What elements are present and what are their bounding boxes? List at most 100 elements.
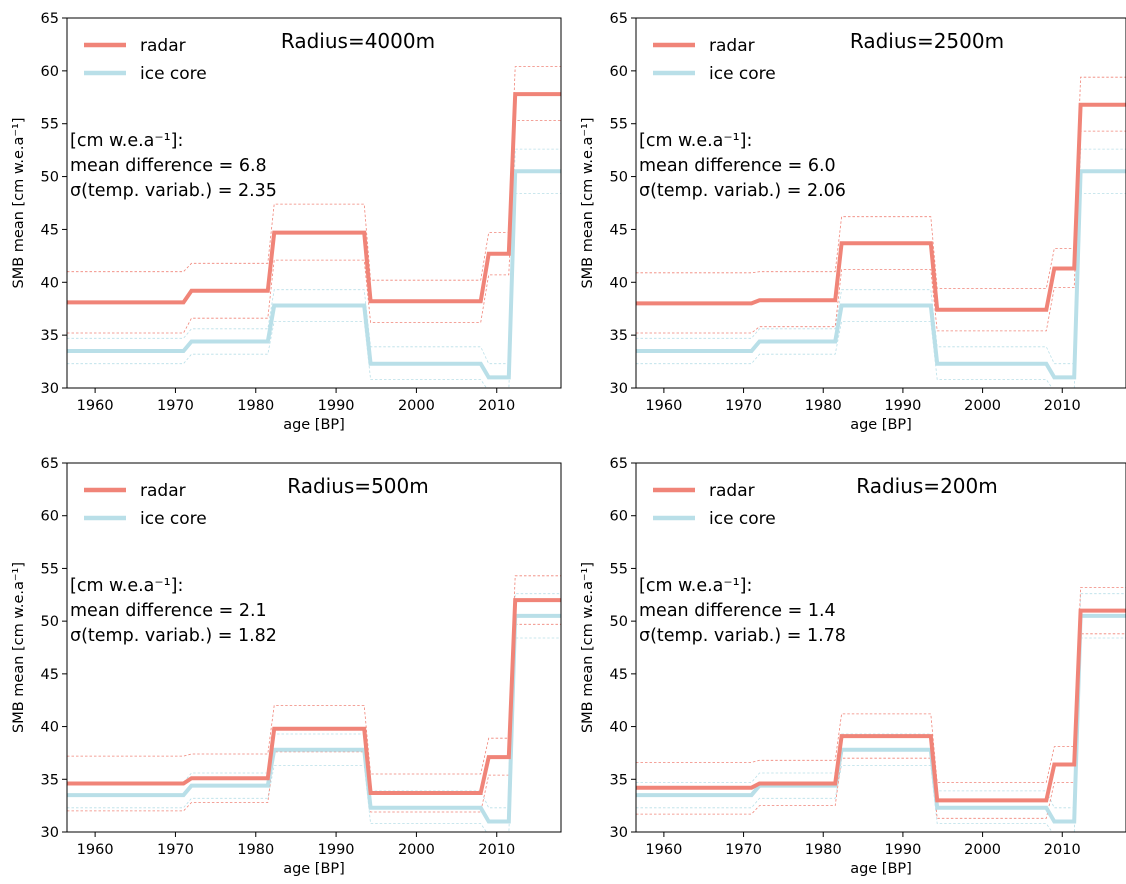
x-tick-label: 1970 [725, 842, 762, 858]
y-tick-label: 35 [41, 772, 59, 788]
y-tick-label: 40 [41, 275, 59, 291]
x-tick-label: 1990 [318, 398, 355, 414]
stats-line-3: σ(temp. variab.) = 1.78 [639, 626, 846, 646]
x-tick-label: 2010 [478, 398, 515, 414]
y-tick-label: 55 [41, 117, 59, 133]
y-tick-label: 40 [41, 720, 59, 736]
legend-label-ice-core: ice core [140, 64, 207, 84]
y-tick-label: 40 [610, 275, 628, 291]
chart-panel-3: 30 35 40 45 50 55 60 65 1960 1970 1980 1990 2000 2010… [11, 456, 562, 877]
y-tick-label: 45 [610, 667, 628, 683]
y-tick-label: 45 [610, 222, 628, 238]
radar-line [67, 92, 561, 305]
y-tick-label: 60 [41, 509, 59, 525]
legend-label-ice-core: ice core [140, 509, 207, 529]
x-tick-label: 1960 [645, 842, 682, 858]
legend-label-radar: radar [709, 481, 755, 501]
ice-core-line [67, 613, 561, 824]
y-tick-label: 30 [610, 825, 628, 841]
x-axis-label: age [BP] [283, 861, 345, 877]
plot-area [636, 76, 1126, 388]
x-tick-label: 1970 [725, 398, 762, 414]
axes-frame [635, 17, 1126, 389]
y-tick-label: 60 [41, 64, 59, 80]
y-axis-label: SMB mean [cm w.e.a⁻¹] [580, 562, 596, 733]
chart-panel-1: 30 35 40 45 50 55 60 65 1960 1970 1980 1990 2000 2010… [11, 11, 562, 433]
axes-frame [66, 462, 562, 833]
x-axis-label: age [BP] [850, 861, 912, 877]
stats-line-1: [cm w.e.a⁻¹]: [639, 576, 752, 596]
y-tick-label: 50 [610, 170, 628, 186]
x-tick-label: 1990 [884, 842, 921, 858]
x-tick-label: 1980 [237, 398, 274, 414]
chart-panel-4: 30 35 40 45 50 55 60 65 1960 1970 1980 1990 2000 2010… [580, 456, 1126, 877]
axes-frame [635, 462, 1126, 833]
x-tick-label: 2000 [398, 842, 435, 858]
chart-title: Radius=2500m [850, 29, 1004, 53]
y-axis-label: SMB mean [cm w.e.a⁻¹] [11, 562, 27, 733]
x-tick-label: 1960 [645, 398, 682, 414]
y-tick-label: 40 [610, 720, 628, 736]
y-tick-label: 30 [41, 825, 59, 841]
stats-line-3: σ(temp. variab.) = 2.06 [639, 181, 846, 201]
radar-line [636, 102, 1126, 312]
stats-line-2: mean difference = 6.0 [639, 156, 836, 176]
plot-area [636, 587, 1126, 832]
y-tick-label: 65 [610, 11, 628, 27]
y-tick-label: 30 [610, 381, 628, 397]
ice-core-lower-bound [67, 637, 561, 832]
ice-core-line [636, 169, 1126, 380]
legend-label-ice-core: ice core [709, 64, 776, 84]
stats-line-2: mean difference = 2.1 [70, 601, 267, 621]
legend-label-radar: radar [709, 36, 755, 56]
x-axis-label: age [BP] [283, 417, 345, 433]
radar-upper-bound [67, 575, 561, 775]
y-tick-label: 50 [41, 170, 59, 186]
stats-line-2: mean difference = 6.8 [70, 156, 267, 176]
x-tick-label: 1960 [77, 842, 114, 858]
ice-core-lower-bound [67, 193, 561, 388]
ice-core-lower-bound [636, 193, 1126, 388]
stats-line-1: [cm w.e.a⁻¹]: [70, 576, 183, 596]
x-tick-label: 1960 [77, 398, 114, 414]
x-tick-label: 2010 [1044, 398, 1081, 414]
x-tick-label: 2010 [1044, 842, 1081, 858]
x-tick-label: 1990 [884, 398, 921, 414]
radar-lower-bound [67, 120, 561, 334]
legend-label-ice-core: ice core [709, 509, 776, 529]
x-tick-label: 2000 [398, 398, 435, 414]
y-tick-label: 60 [610, 509, 628, 525]
y-tick-label: 45 [41, 667, 59, 683]
ice-core-line [67, 169, 561, 380]
stats-line-1: [cm w.e.a⁻¹]: [639, 131, 752, 151]
plot-area [67, 575, 561, 832]
y-tick-label: 50 [41, 614, 59, 630]
chart-title: Radius=500m [287, 474, 428, 498]
x-tick-label: 1970 [157, 398, 194, 414]
x-tick-label: 2010 [478, 842, 515, 858]
radar-line [67, 598, 561, 795]
legend-label-radar: radar [140, 36, 186, 56]
chart-title: Radius=200m [856, 474, 997, 498]
y-axis-label: SMB mean [cm w.e.a⁻¹] [11, 117, 27, 288]
y-tick-label: 65 [610, 456, 628, 472]
x-tick-label: 1970 [157, 842, 194, 858]
y-tick-label: 35 [41, 328, 59, 344]
y-tick-label: 35 [610, 328, 628, 344]
y-tick-label: 55 [610, 561, 628, 577]
x-tick-label: 1980 [805, 398, 842, 414]
x-tick-label: 1990 [318, 842, 355, 858]
y-tick-label: 35 [610, 772, 628, 788]
y-tick-label: 45 [41, 222, 59, 238]
stats-line-3: σ(temp. variab.) = 2.35 [70, 181, 277, 201]
y-tick-label: 30 [41, 381, 59, 397]
y-tick-label: 60 [610, 64, 628, 80]
y-tick-label: 65 [41, 456, 59, 472]
y-tick-label: 55 [610, 117, 628, 133]
radar-lower-bound [636, 633, 1126, 819]
x-axis-label: age [BP] [850, 417, 912, 433]
stats-line-3: σ(temp. variab.) = 1.82 [70, 626, 277, 646]
y-tick-label: 50 [610, 614, 628, 630]
